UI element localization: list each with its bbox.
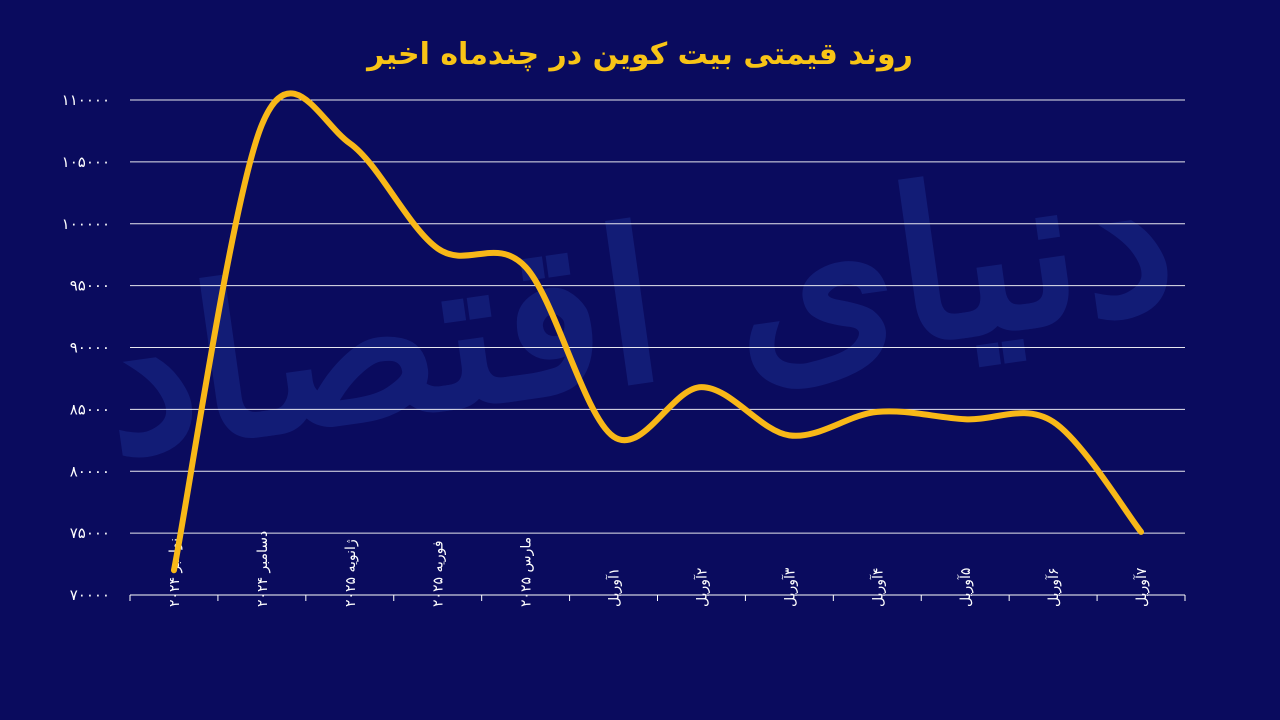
x-tick-label: ۶آوریل <box>1045 568 1062 607</box>
y-tick-label: ۹۵۰۰۰ <box>70 277 110 295</box>
x-tick-label: ۵آوریل <box>957 568 974 607</box>
data-point <box>435 246 441 251</box>
x-tick-label: ۷آوریل <box>1133 567 1150 607</box>
data-point <box>962 416 968 422</box>
y-tick-label: ۱۱۰۰۰۰ <box>62 91 110 109</box>
x-tick-label: دسامبر ۲۰۲۴ <box>255 531 271 607</box>
data-point <box>786 432 792 438</box>
data-point <box>523 264 529 270</box>
data-points <box>171 122 1144 573</box>
x-tick-label: فوریه ۲۰۲۵ <box>431 540 447 607</box>
y-tick-label: ۸۰۰۰۰ <box>70 462 110 480</box>
chart-title: روند قیمتی بیت کوین در چندماه اخیر <box>365 37 913 72</box>
y-tick-label: ۱۰۰۰۰۰ <box>62 215 110 233</box>
y-tick-label: ۱۰۵۰۰۰ <box>62 153 110 171</box>
data-point <box>698 384 704 390</box>
data-point <box>259 122 265 128</box>
x-tick-label: ۴آوریل <box>869 568 886 607</box>
data-point <box>1138 529 1144 535</box>
data-point <box>171 567 177 573</box>
x-tick-label: مارس ۲۰۲۵ <box>519 537 535 607</box>
data-point <box>611 434 617 440</box>
data-point <box>874 409 880 415</box>
y-tick-label: ۷۰۰۰۰ <box>70 586 110 604</box>
x-tick-label: ژانویه ۲۰۲۵ <box>343 539 359 607</box>
y-tick-label: ۹۰۰۰۰ <box>70 339 110 357</box>
data-point <box>1050 419 1056 425</box>
y-tick-label: ۷۵۰۰۰ <box>70 524 110 542</box>
y-tick-label: ۸۵۰۰۰ <box>70 400 110 418</box>
y-axis-ticks: ۷۰۰۰۰ ۷۵۰۰۰ ۸۰۰۰۰ ۸۵۰۰۰ ۹۰۰۰۰ ۹۵۰۰۰ ۱۰۰۰۰۰ ۱۰۵۰… <box>62 91 110 604</box>
x-tick-label: ۲آوریل <box>693 568 710 607</box>
x-tick-label: ۳آوریل <box>781 567 798 607</box>
data-point <box>347 140 353 146</box>
x-tick-label: ۱آوریل <box>606 568 623 607</box>
